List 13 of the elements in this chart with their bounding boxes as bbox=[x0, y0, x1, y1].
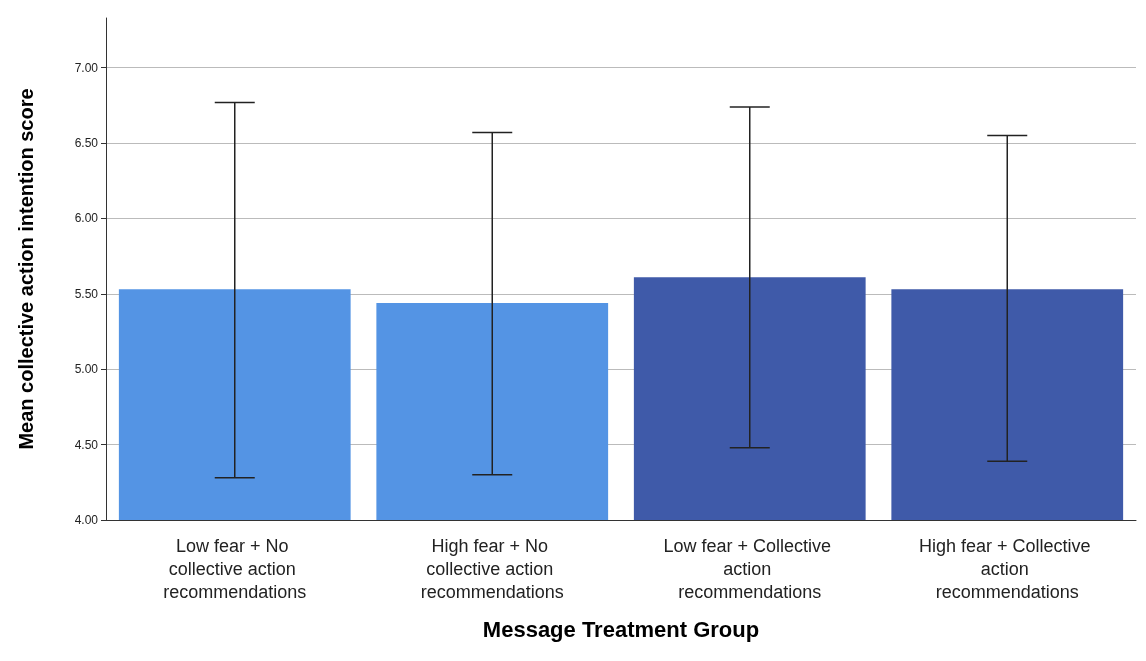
y-axis-title: Mean collective action intention score bbox=[15, 88, 37, 450]
y-tick-label: 5.50 bbox=[74, 286, 99, 301]
y-tick-label: 6.50 bbox=[74, 136, 99, 151]
x-tick-label: Low fear + Collective action recommendations bbox=[663, 535, 837, 602]
y-tick-label: 6.00 bbox=[74, 211, 99, 226]
y-tick-label: 5.00 bbox=[74, 362, 99, 377]
y-tick-label: 4.50 bbox=[74, 437, 99, 452]
x-axis-title: Message Treatment Group bbox=[482, 616, 760, 642]
y-tick-label: 4.00 bbox=[74, 513, 99, 527]
x-tick-label: High fear + No collective action recommendations bbox=[420, 535, 564, 602]
x-tick-label: High fear + Collective action recommendations bbox=[918, 535, 1096, 602]
x-tick-label: Low fear + No collective action recommendations bbox=[163, 535, 307, 602]
y-tick-label: 7.00 bbox=[74, 60, 99, 75]
